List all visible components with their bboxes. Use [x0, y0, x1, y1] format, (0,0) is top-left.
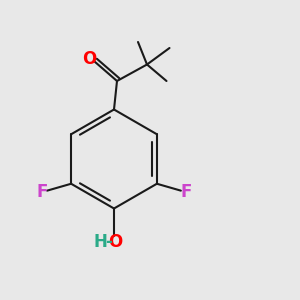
Text: F: F: [36, 183, 48, 201]
Text: O: O: [108, 233, 123, 251]
Text: O: O: [82, 50, 96, 68]
Text: -: -: [105, 233, 112, 251]
Text: H: H: [94, 233, 107, 251]
Text: F: F: [180, 183, 192, 201]
